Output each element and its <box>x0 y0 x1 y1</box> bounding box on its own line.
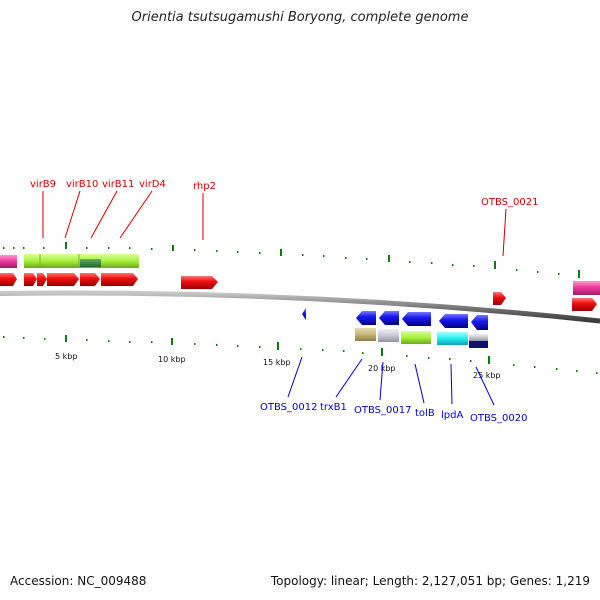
upper-dotted-track <box>3 242 580 278</box>
accession-text: Accession: NC_009488 <box>10 574 147 588</box>
function-box-grey <box>378 329 399 342</box>
gene-arrow-OTBS_0021 <box>493 292 506 305</box>
scale-labels: 5 kbp 10 kbp 15 kbp 20 kbp 25 kbp <box>55 352 501 380</box>
genome-summary-text: Topology: linear; Length: 2,127,051 bp; … <box>270 574 590 588</box>
function-box-green-lower <box>401 331 431 344</box>
forward-genes <box>0 273 597 311</box>
scale-label-5kbp: 5 kbp <box>55 352 77 361</box>
gene-label-tolB: tolB <box>415 408 435 419</box>
function-box-magenta-right <box>573 281 600 295</box>
gene-label-trxB1: trxB1 <box>320 402 347 413</box>
gene-arrow-tolB <box>402 312 431 326</box>
gene-arrow-virD4 <box>101 273 138 286</box>
gene-label-virB11: virB11 <box>102 179 134 190</box>
gene-arrow-forward <box>37 273 47 286</box>
scale-label-20kbp: 20 kbp <box>368 364 396 373</box>
gene-arrow-rhp2 <box>181 276 218 289</box>
function-box-cyan <box>437 332 468 345</box>
function-box-darkgreen <box>80 259 101 267</box>
upper-function-track <box>0 254 600 295</box>
scale-label-15kbp: 15 kbp <box>263 358 291 367</box>
function-box-tan <box>355 328 376 341</box>
scale-label-10kbp: 10 kbp <box>158 355 186 364</box>
function-box-magenta-left <box>0 255 17 268</box>
gene-label-virB10: virB10 <box>66 179 98 190</box>
reverse-label-leaders <box>287 356 495 406</box>
gene-label-lpdA: lpdA <box>441 410 463 421</box>
gene-label-OTBS_0021: OTBS_0021 <box>481 197 538 208</box>
gene-arrow-forward <box>24 273 37 286</box>
gene-arrow-trxB1 <box>356 311 376 325</box>
gene-arrow-OTBS_0017 <box>379 311 399 325</box>
gene-arrow-OTBS_0012 <box>302 308 306 320</box>
lower-dotted-track <box>3 335 598 374</box>
gene-arrow-virB11 <box>80 273 100 286</box>
gene-arrow-lpdA <box>439 314 468 328</box>
genome-backbone <box>0 290 600 324</box>
forward-label-leaders <box>42 190 507 257</box>
gene-label-rhp2: rhp2 <box>193 181 216 192</box>
gene-label-OTBS_0017: OTBS_0017 <box>354 405 411 416</box>
function-box-grey-small <box>469 334 488 341</box>
gene-arrow-OTBS_0020 <box>471 315 488 330</box>
gene-arrow-virB10 <box>47 273 79 286</box>
gene-arrow-forward <box>0 273 17 286</box>
scale-label-25kbp: 25 kbp <box>473 371 501 380</box>
gene-label-OTBS_0012: OTBS_0012 <box>260 402 317 413</box>
gene-arrow-forward <box>572 298 597 311</box>
gene-label-virD4: virD4 <box>139 179 166 190</box>
function-box-navy <box>469 341 488 348</box>
gene-label-OTBS_0020: OTBS_0020 <box>470 413 527 424</box>
gene-label-virB9: virB9 <box>30 179 56 190</box>
lower-function-track <box>355 328 488 348</box>
reverse-genes <box>302 308 488 330</box>
reverse-gene-labels: OTBS_0012 trxB1 OTBS_0017 tolB lpdA OTBS… <box>260 402 527 424</box>
forward-gene-labels: virB9 virB10 virB11 virD4 rhp2 OTBS_0021 <box>30 179 538 208</box>
map-title: Orientia tsutsugamushi Boryong, complete… <box>131 10 469 25</box>
